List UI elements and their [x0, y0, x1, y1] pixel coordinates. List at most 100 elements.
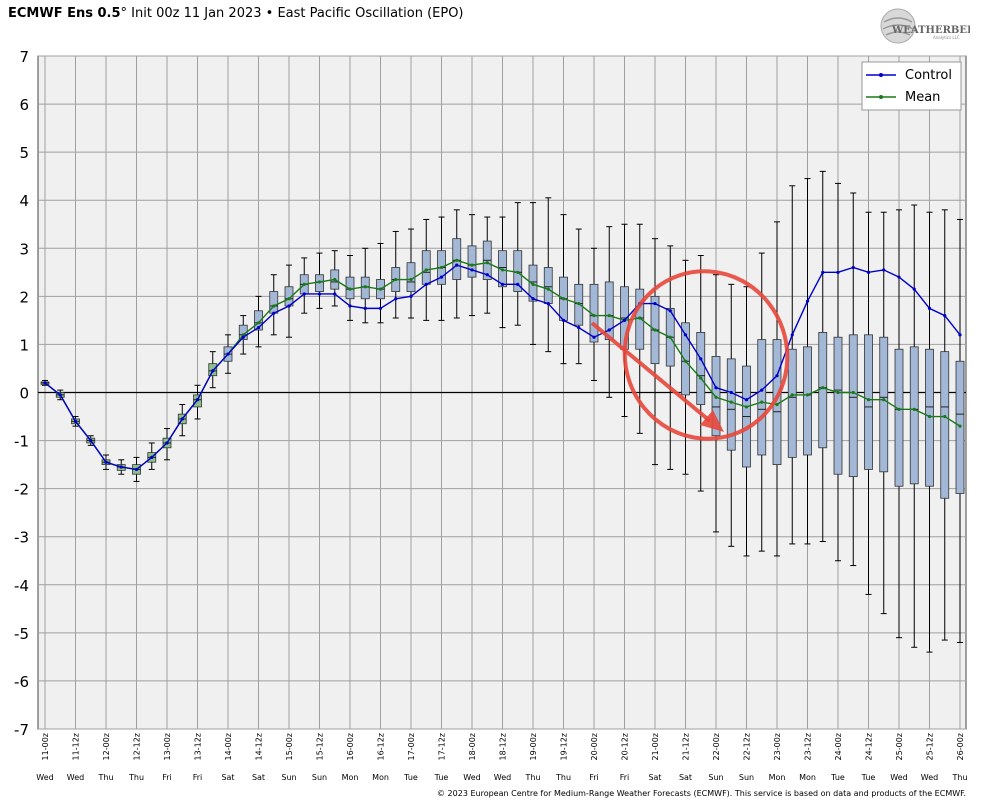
- x-tick-label: 12-12z: [133, 733, 142, 760]
- y-tick-label: -4: [14, 577, 29, 595]
- x-day-label: Sun: [708, 773, 723, 782]
- x-tick-label: 13-12z: [194, 733, 203, 760]
- control-point: [927, 306, 932, 310]
- box-iqr: [833, 336, 843, 475]
- control-point: [195, 398, 200, 402]
- chart-header: ECMWF Ens 0.5° Init 00z 11 Jan 2023 • Ea…: [8, 6, 464, 21]
- legend-mean-marker: [879, 95, 883, 99]
- legend-mean-label: Mean: [905, 90, 940, 105]
- mean-point: [683, 359, 688, 363]
- control-point: [790, 333, 794, 337]
- x-axis-ticks: 11-00z Wed 11-12z Wed 12-00z Thu 12-12z Thu 13-0…: [36, 733, 967, 782]
- control-point: [882, 268, 886, 272]
- mean-point: [516, 270, 520, 274]
- mean-point: [348, 287, 352, 291]
- control-point: [714, 386, 718, 390]
- control-point: [668, 309, 672, 313]
- box-iqr: [254, 310, 263, 331]
- box-iqr: [864, 334, 873, 470]
- x-day-label: Mon: [372, 773, 389, 782]
- mean-point: [363, 285, 367, 289]
- x-tick-label: 14-00z: [224, 733, 233, 760]
- x-day-label: Sat: [679, 773, 692, 782]
- index-name: East Pacific Oscillation (EPO): [277, 6, 464, 21]
- box-iqr: [803, 346, 812, 456]
- mean-point: [729, 400, 733, 404]
- control-point: [241, 335, 245, 339]
- x-tick-label: 25-12z: [926, 733, 935, 760]
- box-iqr: [467, 245, 477, 278]
- box-iqr: [894, 348, 904, 487]
- mean-point: [561, 297, 566, 301]
- box-iqr: [787, 348, 797, 458]
- mean-point: [882, 398, 886, 402]
- control-point: [516, 282, 520, 286]
- box-iqr: [818, 332, 828, 449]
- x-tick-label: 13-00z: [163, 733, 172, 760]
- control-point: [348, 304, 352, 308]
- x-day-label: Thu: [524, 773, 540, 782]
- x-day-label: Sat: [252, 773, 265, 782]
- control-point: [958, 333, 962, 337]
- control-point: [821, 270, 825, 274]
- control-point: [577, 326, 581, 330]
- control-point: [180, 417, 184, 421]
- mean-point: [546, 287, 550, 291]
- control-point: [546, 301, 550, 306]
- mean-point: [241, 333, 245, 337]
- x-tick-label: 18-12z: [499, 733, 508, 760]
- x-tick-label: 15-00z: [285, 733, 294, 760]
- legend: Control Mean: [861, 61, 962, 111]
- control-point: [851, 265, 855, 270]
- x-tick-label: 17-00z: [407, 733, 416, 760]
- control-point: [836, 270, 840, 274]
- mean-point: [470, 263, 474, 267]
- x-tick-label: 24-00z: [834, 733, 843, 760]
- control-point: [607, 328, 611, 332]
- control-point: [256, 326, 261, 330]
- control-point: [622, 318, 627, 322]
- control-point: [134, 467, 139, 472]
- mean-point: [744, 405, 749, 409]
- x-day-label: Sat: [648, 773, 661, 782]
- x-tick-label: 16-12z: [377, 733, 386, 760]
- x-tick-label: 22-12z: [743, 733, 752, 760]
- y-tick-label: 5: [19, 144, 29, 162]
- y-axis-ticks: 7 6 5 4 3 2 1 0 -1 -2 -3 -4 -5 -6 -7: [14, 48, 29, 739]
- mean-point: [485, 261, 489, 265]
- x-day-label: Mon: [799, 773, 816, 782]
- mean-point: [287, 297, 291, 301]
- control-point: [119, 465, 123, 469]
- x-day-label: Wed: [463, 773, 480, 782]
- mean-point: [256, 321, 261, 325]
- box-iqr: [848, 334, 858, 478]
- control-point: [272, 311, 276, 315]
- box-iqr: [757, 339, 767, 456]
- copyright: © 2023 European Centre for Medium-Range …: [437, 789, 966, 798]
- mean-point: [897, 407, 901, 411]
- x-day-label: Wed: [67, 773, 84, 782]
- annotation-arrow-head: [700, 410, 724, 432]
- control-point: [744, 398, 749, 402]
- legend-control-marker: [879, 73, 883, 77]
- x-tick-label: 22-00z: [712, 733, 721, 760]
- mean-point: [958, 424, 962, 428]
- control-point: [394, 297, 398, 301]
- x-tick-label: 11-12z: [72, 733, 81, 760]
- control-point: [317, 292, 322, 296]
- x-day-label: Tue: [403, 773, 418, 782]
- mean-point: [592, 313, 596, 318]
- mean-point: [653, 328, 657, 332]
- control-point: [470, 268, 474, 272]
- y-tick-label: -2: [14, 481, 29, 499]
- x-day-label: Wed: [890, 773, 907, 782]
- control-point: [302, 292, 306, 296]
- logo-globe-icon: [880, 8, 916, 44]
- control-point: [211, 369, 215, 373]
- control-point: [866, 270, 871, 274]
- control-point: [760, 388, 764, 392]
- x-day-label: Thu: [97, 773, 113, 782]
- control-point: [500, 282, 505, 286]
- legend-box: [861, 61, 962, 111]
- control-point: [912, 287, 916, 291]
